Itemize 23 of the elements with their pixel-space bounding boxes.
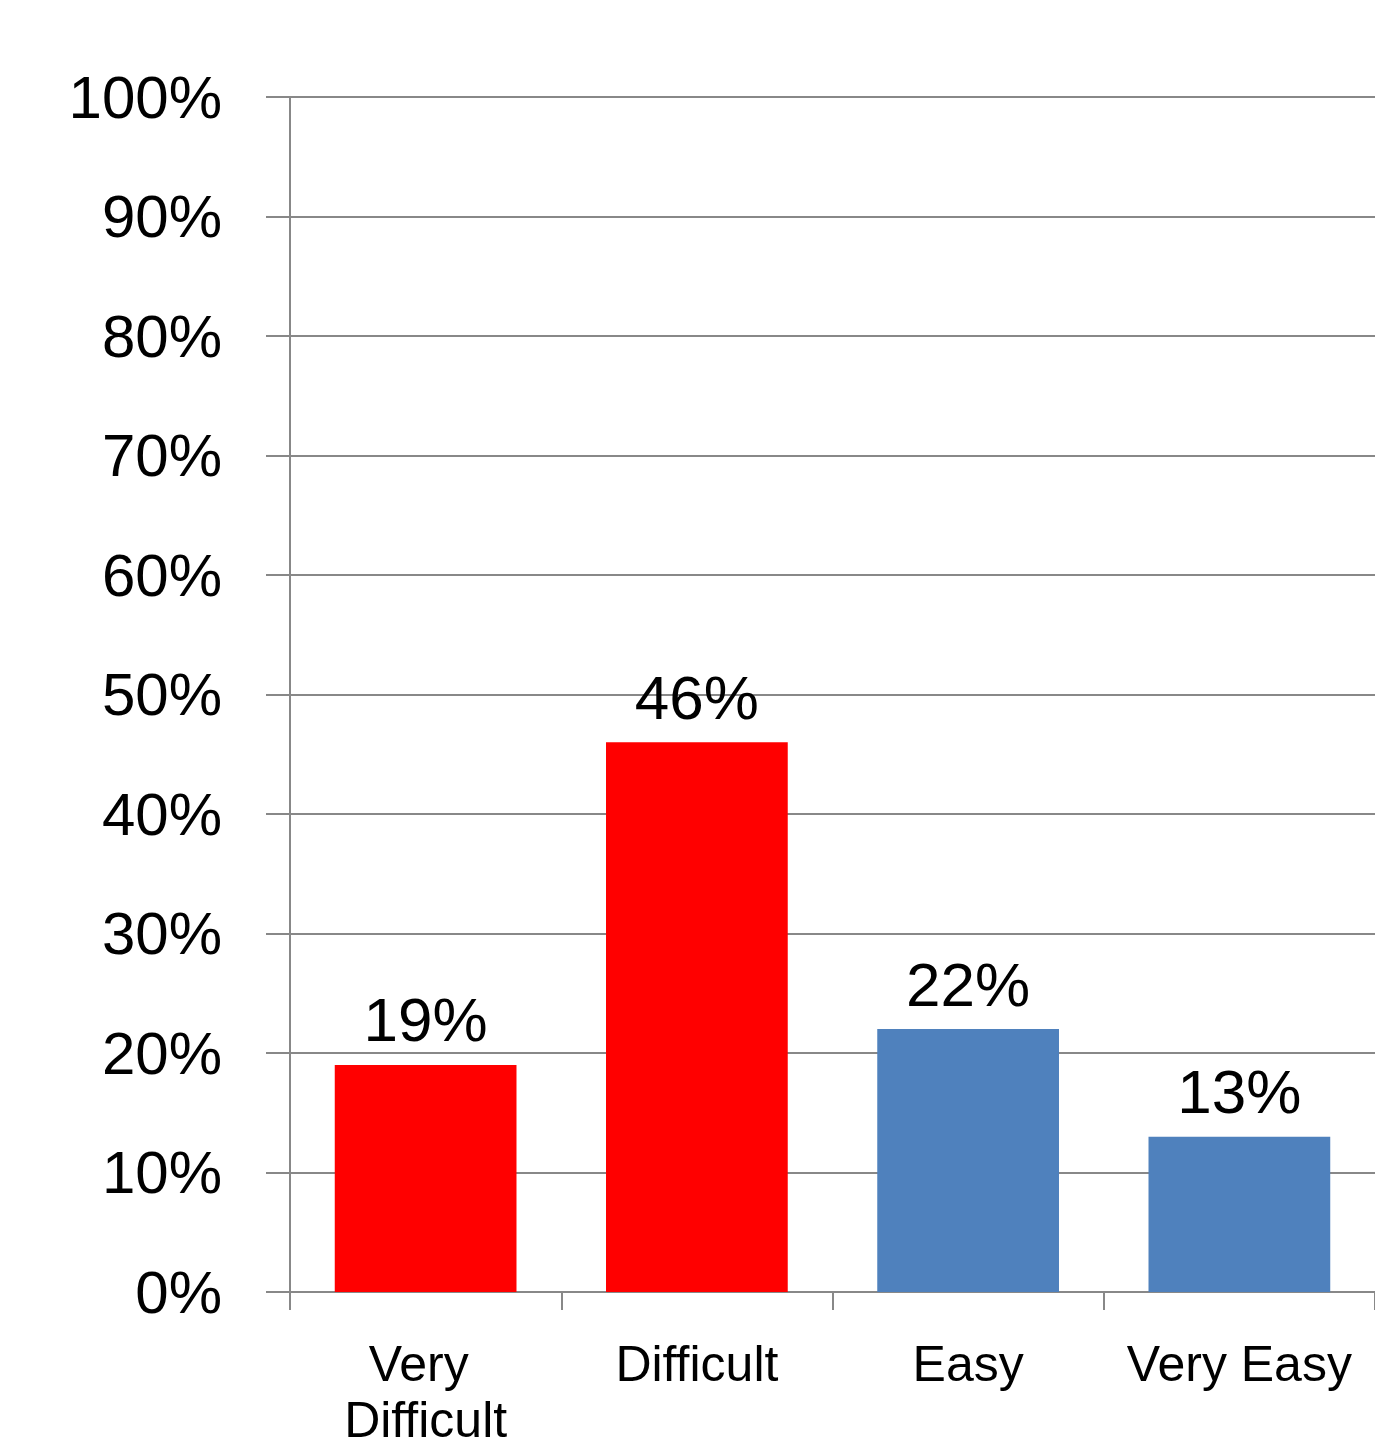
y-tick-label: 50% — [101, 661, 222, 728]
bar — [1148, 1136, 1331, 1292]
x-tick-label: Difficult — [615, 1336, 779, 1392]
y-tick-label: 100% — [68, 63, 222, 131]
x-tick-label: Very Easy — [1126, 1336, 1352, 1392]
data-label: 46% — [634, 662, 759, 732]
y-tick-label: 40% — [101, 780, 222, 848]
data-label: 13% — [1177, 1057, 1302, 1127]
bar — [877, 1029, 1059, 1292]
y-tick-label: 10% — [101, 1139, 222, 1206]
bar — [606, 742, 788, 1292]
data-label: 19% — [363, 985, 488, 1055]
x-tick-label: Easy — [912, 1336, 1024, 1392]
y-tick-label: 90% — [101, 183, 222, 250]
y-tick-label: 60% — [101, 541, 222, 609]
y-tick-label: 30% — [101, 900, 222, 967]
y-tick-label: 20% — [101, 1019, 222, 1087]
y-tick-label: 80% — [101, 302, 222, 370]
bar — [334, 1064, 517, 1292]
y-tick-label: 0% — [135, 1258, 222, 1326]
y-tick-label: 70% — [101, 422, 222, 489]
data-label: 22% — [906, 949, 1031, 1019]
x-tick-label: Very Difficult — [344, 1336, 508, 1448]
